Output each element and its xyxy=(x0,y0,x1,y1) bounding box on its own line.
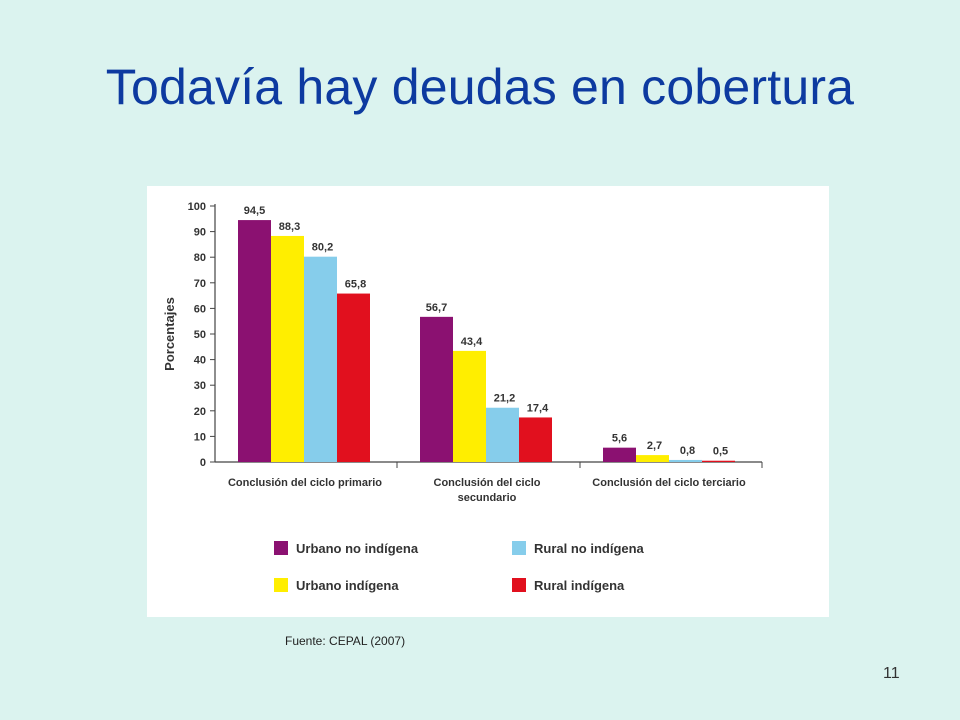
bar-chart: 0 10 20 30 40 50 60 70 80 90 100 Porcentajes 94,5 56,… xyxy=(162,201,763,593)
source-note: Fuente: CEPAL (2007) xyxy=(285,634,406,648)
bar-urbano-indigena xyxy=(271,235,304,462)
legend-label: Rural no indígena xyxy=(534,541,645,556)
y-tick-label: 30 xyxy=(194,380,206,392)
data-label: 21,2 xyxy=(494,393,515,405)
x-category-label: Conclusión del ciclo terciario xyxy=(592,477,746,489)
x-category-label: Conclusión del ciclo xyxy=(434,477,541,489)
legend-label: Rural indígena xyxy=(534,578,625,593)
slide-title: Todavía hay deudas en cobertura xyxy=(105,59,855,115)
bar-rural-indigena xyxy=(337,293,370,462)
bar-rural-no-indigena xyxy=(669,459,702,462)
data-label: 65,8 xyxy=(345,279,366,291)
x-category-label: secundario xyxy=(458,492,517,504)
y-tick-label: 50 xyxy=(194,329,206,341)
y-tick-label: 70 xyxy=(194,278,206,290)
y-tick-label: 20 xyxy=(194,406,206,418)
bar-urbano-indigena xyxy=(636,455,669,462)
y-tick-label: 0 xyxy=(200,457,206,469)
data-label: 43,4 xyxy=(461,336,483,348)
y-axis-title: Porcentajes xyxy=(162,297,177,371)
legend-swatch xyxy=(274,541,288,555)
data-label: 88,3 xyxy=(279,221,300,233)
data-label: 0,8 xyxy=(680,445,695,457)
chart-panel: 0 10 20 30 40 50 60 70 80 90 100 Porcentajes 94,5 56,… xyxy=(147,186,829,617)
legend-label: Urbano indígena xyxy=(296,578,399,593)
y-tick-label: 10 xyxy=(194,431,206,443)
y-tick-label: 60 xyxy=(194,303,206,315)
legend-swatch xyxy=(274,578,288,592)
y-tick-label: 80 xyxy=(194,252,206,264)
bar-rural-indigena xyxy=(702,460,735,462)
bar-rural-indigena xyxy=(519,417,552,462)
bar-urbano-no-indigena xyxy=(238,220,271,462)
bar-rural-no-indigena xyxy=(304,256,337,462)
bar-urbano-no-indigena xyxy=(420,316,453,462)
y-tick-label: 90 xyxy=(194,227,206,239)
legend-swatch xyxy=(512,541,526,555)
data-label: 2,7 xyxy=(647,440,662,452)
data-label: 56,7 xyxy=(426,302,447,314)
bar-rural-no-indigena xyxy=(486,407,519,462)
data-label: 80,2 xyxy=(312,242,333,254)
legend-label: Urbano no indígena xyxy=(296,541,419,556)
data-label: 17,4 xyxy=(527,402,549,414)
data-label: 0,5 xyxy=(713,446,728,458)
legend-swatch xyxy=(512,578,526,592)
data-label: 5,6 xyxy=(612,433,627,445)
slide-number: 11 xyxy=(883,665,900,682)
bar-urbano-no-indigena xyxy=(603,447,636,462)
data-label: 94,5 xyxy=(244,205,265,217)
x-category-label: Conclusión del ciclo primario xyxy=(228,477,382,489)
y-tick-label: 40 xyxy=(194,355,206,367)
y-tick-label: 100 xyxy=(188,201,206,213)
bar-urbano-indigena xyxy=(453,350,486,462)
